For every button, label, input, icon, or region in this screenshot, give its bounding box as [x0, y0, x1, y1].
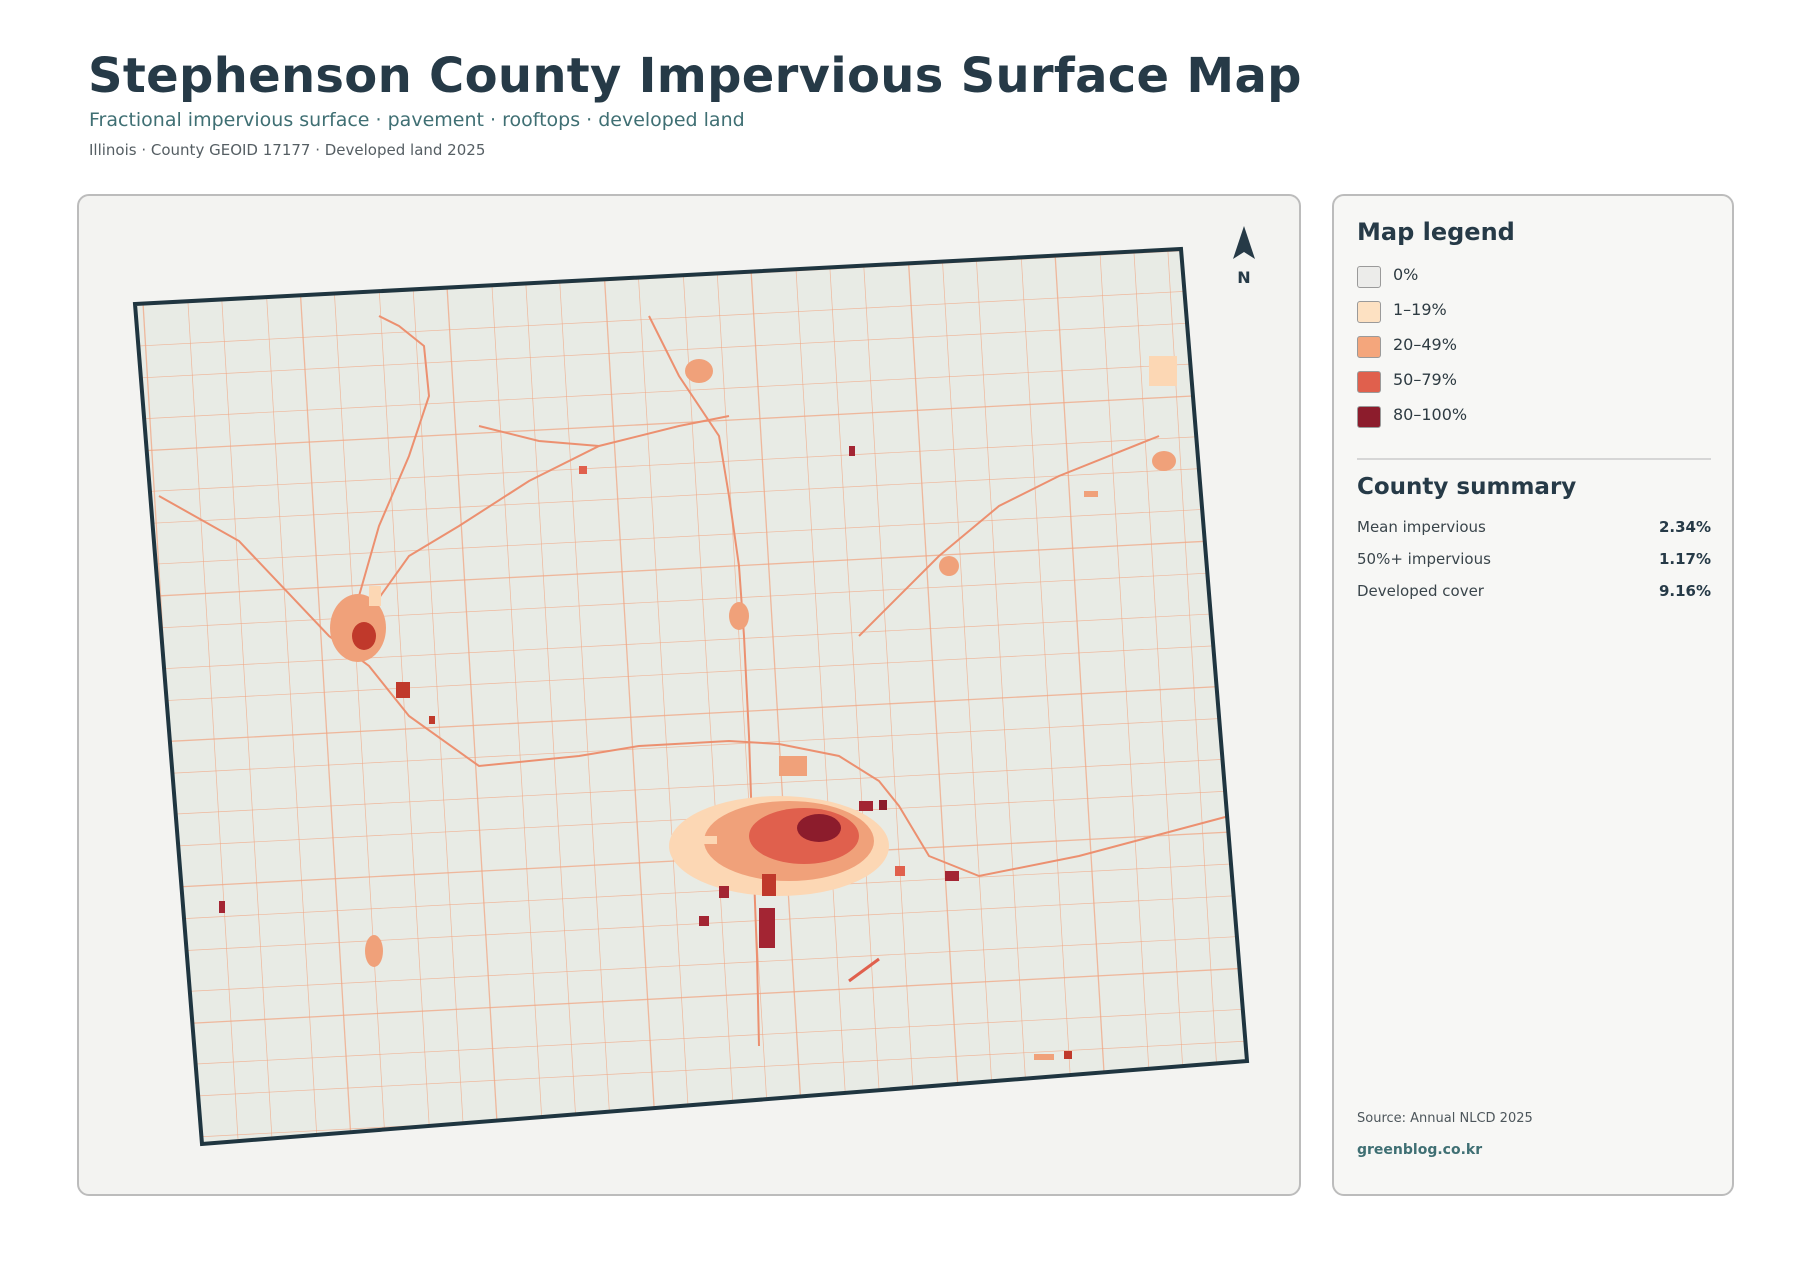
legend-swatch: [1357, 371, 1381, 393]
legend-label: 20–49%: [1393, 335, 1457, 354]
legend-panel: Map legend 0% 1–19% 20–49% 50–79% 80–100…: [1332, 194, 1734, 1196]
summary-label: Mean impervious: [1357, 518, 1486, 536]
source-note: Source: Annual NLCD 2025: [1357, 1111, 1533, 1126]
legend-title: Map legend: [1357, 218, 1515, 246]
north-arrow: N: [1224, 224, 1264, 287]
county-boundary: [132, 246, 1250, 1147]
legend-swatch: [1357, 266, 1381, 288]
summary-value: 2.34%: [1658, 518, 1711, 536]
legend-label: 80–100%: [1393, 405, 1468, 424]
legend-swatch: [1357, 301, 1381, 323]
legend-swatch: [1357, 406, 1381, 428]
north-label: N: [1237, 268, 1251, 287]
page-title: Stephenson County Impervious Surface Map: [88, 48, 1302, 104]
summary-label: Developed cover: [1357, 582, 1484, 600]
summary-value: 1.17%: [1658, 550, 1711, 568]
summary-label: 50%+ impervious: [1357, 550, 1491, 568]
legend-label: 1–19%: [1393, 300, 1447, 319]
legend-divider: [1357, 458, 1711, 460]
summary-list: Mean impervious 2.34% 50%+ impervious 1.…: [1357, 518, 1711, 614]
county-fill: [135, 249, 1247, 1144]
summary-row: Developed cover 9.16%: [1357, 582, 1711, 614]
legend-label: 0%: [1393, 265, 1419, 284]
legend-swatch: [1357, 336, 1381, 358]
summary-title: County summary: [1357, 474, 1577, 500]
legend-item: 50–79%: [1357, 371, 1467, 406]
legend-item: 0%: [1357, 266, 1467, 301]
legend-list: 0% 1–19% 20–49% 50–79% 80–100%: [1357, 266, 1467, 441]
legend-item: 80–100%: [1357, 406, 1467, 441]
summary-row: 50%+ impervious 1.17%: [1357, 550, 1711, 582]
map-panel[interactable]: [77, 194, 1301, 1196]
credit-link[interactable]: greenblog.co.kr: [1357, 1142, 1483, 1158]
legend-label: 50–79%: [1393, 370, 1457, 389]
summary-row: Mean impervious 2.34%: [1357, 518, 1711, 550]
map-canvas[interactable]: [79, 196, 1301, 1196]
summary-value: 9.16%: [1658, 582, 1711, 600]
legend-item: 20–49%: [1357, 336, 1467, 371]
urban-areas: [219, 356, 1177, 1060]
north-arrow-icon: [1233, 226, 1255, 259]
page-subtitle: Fractional impervious surface · pavement…: [89, 109, 745, 131]
page-meta: Illinois · County GEOID 17177 · Develope…: [89, 141, 486, 159]
legend-item: 1–19%: [1357, 301, 1467, 336]
